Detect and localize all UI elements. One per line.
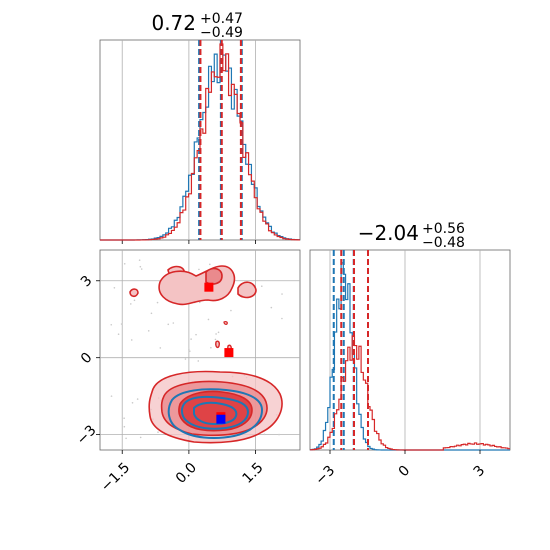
panel-hist-top-series	[100, 40, 300, 241]
scatter-point	[147, 330, 150, 332]
panel-hist-top-title-minus: −0.49	[200, 25, 243, 41]
scatter-point	[125, 437, 127, 440]
scatter-point	[131, 401, 134, 404]
scatter-point	[110, 323, 113, 326]
panel-hist-right-xticks: −3 0 3	[312, 450, 488, 488]
scatter-point	[188, 350, 191, 352]
scatter-point	[198, 301, 201, 304]
scatter-point	[120, 323, 123, 325]
scatter-point	[209, 263, 211, 266]
scatter-point	[230, 309, 232, 312]
scatter-point	[172, 322, 175, 324]
panel-contour-xticks: −1.5 0.0 1.5	[98, 450, 267, 495]
scatter-point	[123, 425, 126, 428]
panel-hist-right-title-plus: +0.56	[422, 221, 465, 237]
red-island-small-1	[215, 340, 220, 349]
scatter-point	[167, 323, 170, 326]
scatter-point	[130, 339, 133, 341]
tick-label-x: −3	[312, 463, 338, 489]
scatter-point	[184, 358, 187, 360]
blue-contour-middle	[180, 395, 250, 430]
blue-contour-inner	[193, 401, 238, 426]
scatter-point	[110, 395, 113, 397]
panel-hist-right-grid	[329, 250, 481, 450]
red-island-right	[237, 281, 257, 299]
tick-label-y: 3	[78, 273, 96, 291]
scatter-point	[123, 417, 125, 419]
scatter-point	[136, 398, 139, 400]
scatter-point	[217, 331, 220, 334]
scatter-point	[210, 346, 212, 349]
scatter-point	[117, 333, 120, 336]
scatter-point	[156, 301, 159, 304]
scatter-point	[190, 338, 192, 340]
panel-hist-right-title-minus: −0.48	[422, 235, 465, 251]
marker-square-0	[204, 282, 214, 292]
panel-hist-top-title-median: 0.72	[151, 11, 196, 35]
scatter-point	[214, 338, 217, 341]
blue-contours	[167, 388, 264, 439]
scatter-point	[197, 360, 200, 362]
scatter-point	[281, 317, 283, 320]
tick-label-y: 0	[78, 350, 96, 368]
red-contours	[129, 265, 283, 444]
scatter-point	[129, 303, 132, 305]
panel-contour-yticks: −3 0 3	[74, 273, 100, 448]
scatter-point	[113, 287, 116, 289]
histogram-step-series-1	[310, 335, 510, 451]
scatter-point	[140, 268, 143, 270]
scatter-point	[123, 262, 126, 265]
red-island-top-inner	[205, 267, 223, 285]
panel-hist-right: −2.04 +0.56 −0.48 −3 0 3	[309, 221, 511, 488]
scatter-point	[207, 318, 210, 321]
panel-hist-top-title-plus: +0.47	[200, 11, 243, 27]
panel-contour: −1.5 0.0 1.5 −3 0 3	[74, 249, 301, 495]
scatter-point	[263, 433, 266, 436]
scatter-point	[139, 436, 142, 439]
blue-contour-outer	[167, 388, 264, 439]
scatter-point	[139, 265, 142, 268]
tick-label-x: 3	[471, 463, 489, 481]
panel-hist-top: 0.72 +0.47 −0.49	[99, 11, 301, 244]
histogram-step-series-1	[100, 43, 300, 241]
tick-label-x: 0.0	[173, 460, 200, 487]
scatter-point	[278, 433, 280, 436]
scatter-point	[260, 285, 263, 288]
scatter-point	[270, 306, 273, 309]
marker-square-1	[224, 348, 234, 358]
scatter-point	[198, 268, 200, 271]
panel-hist-top-grid	[121, 40, 256, 244]
scatter-point	[281, 293, 283, 295]
scatter-point	[133, 299, 136, 302]
panel-hist-right-series	[310, 250, 510, 451]
tick-label-x: 1.5	[240, 460, 267, 487]
scatter-point	[159, 347, 162, 349]
scatter-point	[157, 431, 159, 433]
scatter-point	[150, 312, 153, 315]
scatter-point	[215, 333, 217, 335]
tick-label-y: −3	[74, 422, 100, 448]
panel-contour-markers	[204, 282, 234, 424]
tick-label-x: 0	[396, 463, 414, 481]
marker-square-3	[216, 414, 226, 424]
scatter-point	[195, 333, 197, 336]
panel-hist-right-title-median: −2.04	[358, 221, 419, 245]
tick-label-x: −1.5	[98, 460, 133, 495]
red-island-left	[129, 288, 139, 298]
scatter-point	[138, 259, 141, 261]
red-island-small-3	[223, 321, 228, 325]
red-contour-inner	[178, 390, 253, 432]
scatter-point	[188, 348, 190, 351]
